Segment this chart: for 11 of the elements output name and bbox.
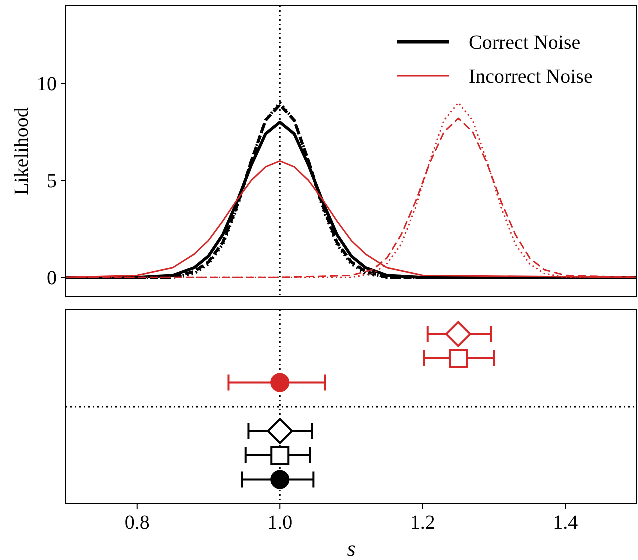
x-axis-title: s xyxy=(347,536,356,560)
x-tick-label: 1.4 xyxy=(553,512,578,534)
x-tick-label: 0.8 xyxy=(124,512,150,534)
y-tick-label: 0 xyxy=(47,268,57,290)
y-tick-label: 5 xyxy=(47,170,57,193)
y-tick-label: 10 xyxy=(37,74,57,96)
x-tick-label: 1.2 xyxy=(410,512,436,534)
x-tick-label: 1.0 xyxy=(268,512,293,534)
legend-label: Correct Noise xyxy=(469,32,581,54)
legend-label: Incorrect Noise xyxy=(469,66,593,88)
y-axis-title: Likelihood xyxy=(11,108,33,196)
